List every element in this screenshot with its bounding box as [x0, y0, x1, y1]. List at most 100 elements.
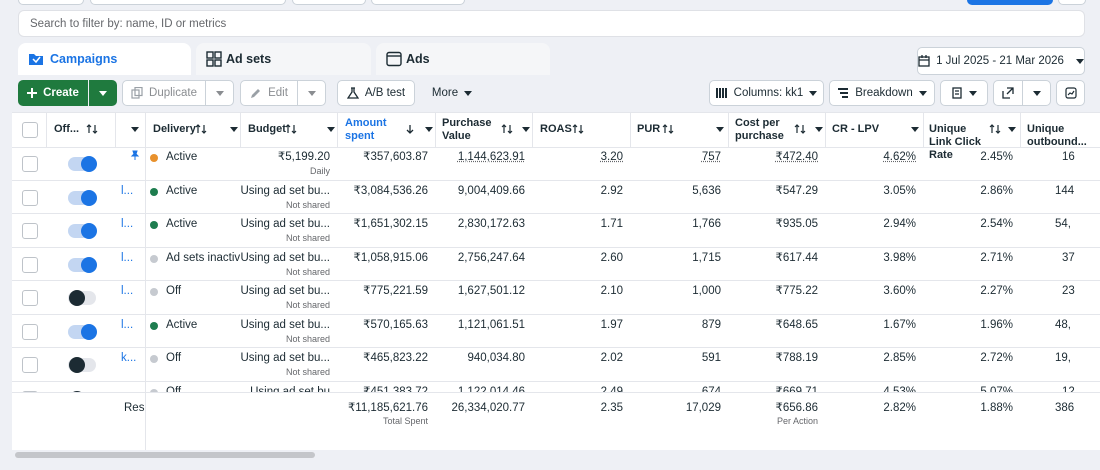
breakdown-button[interactable]: Breakdown	[829, 80, 935, 106]
export-button[interactable]	[993, 80, 1023, 106]
roas: 2.10	[601, 284, 623, 298]
campaign-name[interactable]: l...	[121, 251, 133, 265]
status-dot	[150, 221, 158, 229]
caret-icon	[327, 127, 335, 132]
data-table: Off... Delivery Budget Amount spent Purchase…	[12, 112, 1100, 450]
table-row[interactable]: l...Ad sets inactivUsing ad set bu...Not…	[12, 248, 1100, 282]
column-header[interactable]: Off...	[54, 123, 79, 136]
chart-button[interactable]	[1056, 80, 1085, 106]
status-dot	[150, 154, 158, 162]
cr-lpv: 3.98%	[883, 251, 916, 265]
column-header[interactable]: PUR	[637, 123, 660, 136]
row-divider	[12, 112, 1100, 113]
reports-button[interactable]	[940, 80, 988, 106]
select-all-checkbox[interactable]	[22, 122, 38, 138]
row-checkbox[interactable]	[22, 324, 38, 340]
budget: Using ad set bu...	[241, 217, 331, 231]
budget-note: Not shared	[286, 200, 330, 211]
duplicate-button[interactable]: Duplicate	[122, 80, 206, 106]
campaign-name[interactable]: l...	[121, 284, 133, 298]
more-button[interactable]: More	[420, 80, 484, 106]
top-button[interactable]	[90, 0, 286, 5]
ab-test-button[interactable]: A/B test	[337, 80, 415, 106]
budget-note: Not shared	[286, 300, 330, 311]
row-checkbox[interactable]	[22, 290, 38, 306]
edit-button[interactable]: Edit	[240, 80, 298, 106]
table-row[interactable]: l...ActiveUsing ad set bu...Not shared₹3…	[12, 181, 1100, 215]
column-header[interactable]: CR - LPV	[832, 123, 879, 136]
table-row[interactable]: Active₹5,199.20Daily₹357,603.871,144,623…	[12, 147, 1100, 181]
delivery-status: Off	[166, 284, 181, 298]
unique-outbound: 48,	[1055, 318, 1071, 332]
caret-icon	[216, 91, 224, 96]
toggle[interactable]	[68, 224, 96, 238]
cr-lpv: 1.67%	[883, 318, 916, 332]
tab[interactable]: Ads	[376, 43, 550, 75]
table-row[interactable]: l...OffUsing ad set bu...Not shared₹775,…	[12, 281, 1100, 315]
top-button[interactable]	[292, 0, 366, 5]
delivery-status: Off	[166, 351, 181, 365]
search-bar[interactable]: Search to filter by: name, ID or metrics	[18, 10, 1085, 37]
table-row[interactable]: l...ActiveUsing ad set bu...Not shared₹5…	[12, 315, 1100, 349]
row-checkbox[interactable]	[22, 156, 38, 172]
top-button[interactable]	[1058, 0, 1086, 5]
table-row[interactable]: k...OffUsing ad set bu...Not shared₹465,…	[12, 348, 1100, 382]
top-primary-button[interactable]	[967, 0, 1053, 5]
tab-label: Ad sets	[226, 52, 271, 66]
date-range-button[interactable]: 1 Jul 2025 - 21 Mar 2026	[917, 47, 1085, 75]
column-header[interactable]: Amount spent	[345, 117, 390, 143]
amount-spent: ₹570,165.63	[363, 318, 428, 332]
campaign-name[interactable]: l...	[121, 318, 133, 332]
roas: 2.92	[601, 184, 623, 198]
cost-per-purchase: ₹617.44	[776, 251, 819, 265]
cost-per-purchase: ₹935.05	[776, 217, 819, 231]
campaign-name[interactable]: k...	[121, 351, 136, 365]
purchase-value: 2,756,247.64	[458, 251, 525, 265]
columns-button[interactable]: Columns: kk1	[709, 80, 824, 106]
column-header[interactable]: Purchase Value	[442, 117, 492, 143]
row-checkbox[interactable]	[22, 223, 38, 239]
toggle[interactable]	[68, 358, 96, 372]
sort-icon	[989, 124, 1001, 134]
row-checkbox[interactable]	[22, 190, 38, 206]
tab[interactable]: Ad sets	[196, 43, 371, 75]
top-button[interactable]	[371, 0, 465, 5]
toggle[interactable]	[68, 258, 96, 272]
row-checkbox[interactable]	[22, 357, 38, 373]
row-checkbox[interactable]	[22, 257, 38, 273]
columns-button-icon	[716, 87, 728, 99]
column-divider	[115, 112, 116, 147]
duplicate-menu[interactable]	[205, 80, 234, 106]
pur: 1,715	[692, 251, 721, 265]
column-header[interactable]: ROAS	[540, 123, 572, 136]
column-header[interactable]: Delivery	[153, 123, 196, 136]
caret-icon	[1033, 91, 1041, 96]
toggle[interactable]	[68, 157, 96, 171]
campaign-name[interactable]: l...	[121, 217, 133, 231]
cr-lpv: 4.62%	[883, 150, 916, 164]
create-menu-button[interactable]	[89, 80, 117, 106]
cr-lpv: 2.85%	[883, 351, 916, 365]
unique-outbound: 12	[1062, 385, 1075, 393]
horizontal-scrollbar[interactable]	[15, 452, 315, 458]
toggle[interactable]	[68, 191, 96, 205]
create-button[interactable]: Create	[18, 80, 88, 106]
table-row[interactable]: OffUsing ad set bu₹451,383.721,122,014.4…	[12, 382, 1100, 393]
toggle[interactable]	[68, 291, 96, 305]
table-row[interactable]: l...ActiveUsing ad set bu...Not shared₹1…	[12, 214, 1100, 248]
toggle-knob	[81, 223, 97, 239]
column-header[interactable]: Budget	[248, 123, 286, 136]
calendar-icon	[918, 55, 930, 67]
top-button[interactable]	[18, 0, 84, 5]
unique-link-ctr: 2.86%	[980, 184, 1013, 198]
campaign-name[interactable]: l...	[121, 184, 133, 198]
toggle[interactable]	[68, 325, 96, 339]
column-header[interactable]: Unique outbound...	[1027, 123, 1089, 149]
tab[interactable]: Campaigns	[18, 43, 191, 75]
budget: Using ad set bu	[250, 385, 330, 393]
edit-menu[interactable]	[297, 80, 326, 106]
column-header[interactable]: Cost per purchase	[735, 117, 790, 143]
export-menu[interactable]	[1022, 80, 1051, 106]
pur: 1,000	[692, 284, 721, 298]
cr-lpv: 3.05%	[883, 184, 916, 198]
